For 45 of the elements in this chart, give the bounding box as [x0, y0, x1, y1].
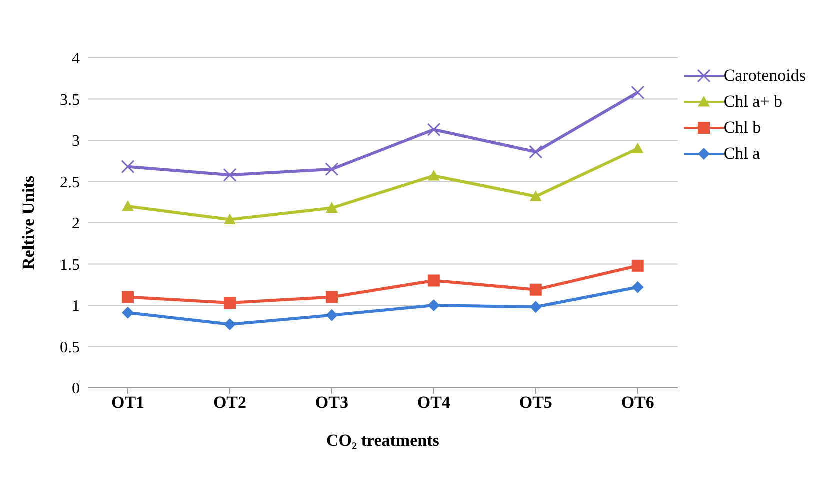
point — [632, 281, 644, 294]
y-tick-label: 4 — [72, 50, 80, 68]
point — [326, 291, 338, 304]
legend-label: Chl a — [724, 144, 760, 164]
y-tick-label: 2 — [72, 216, 80, 233]
x-axis-title: CO₂ treatments — [326, 431, 440, 450]
point — [122, 200, 134, 212]
point — [530, 190, 542, 202]
y-tick-label: 1.5 — [60, 256, 80, 274]
legend-label: Carotenoids — [724, 66, 806, 86]
point — [428, 300, 440, 312]
point — [428, 170, 440, 181]
point — [224, 214, 236, 224]
point — [223, 168, 237, 182]
point — [326, 309, 338, 322]
point — [530, 284, 542, 296]
point — [122, 306, 134, 319]
y-tick-label: 3.5 — [60, 92, 80, 109]
point — [632, 260, 644, 272]
point — [325, 162, 339, 176]
y-axis-title: Reltive Units — [19, 176, 38, 270]
legend-label: Chl b — [724, 118, 762, 138]
y-tick-label: 1 — [72, 298, 80, 316]
x-tick-label: OT2 — [213, 393, 246, 412]
y-tick-label: 0 — [72, 380, 80, 398]
point — [428, 274, 440, 287]
x-tick-label: OT4 — [417, 393, 451, 412]
point — [632, 142, 644, 154]
x-tick-label: OT5 — [519, 393, 552, 412]
y-tick-label: 0.5 — [60, 339, 80, 356]
point — [530, 301, 542, 314]
point — [122, 291, 134, 304]
point — [326, 202, 338, 213]
legend-label: Chl a+ b — [724, 92, 783, 112]
point — [121, 160, 135, 174]
y-tick-label: 2.5 — [60, 174, 80, 192]
point — [427, 123, 441, 137]
x-tick-label: OT1 — [111, 393, 145, 412]
x-tick-label: OT3 — [315, 393, 348, 412]
point — [529, 145, 543, 159]
point — [631, 86, 645, 100]
y-tick-label: 3 — [72, 133, 80, 150]
point — [224, 297, 236, 310]
x-tick-label: OT6 — [621, 393, 654, 412]
point — [224, 318, 236, 330]
